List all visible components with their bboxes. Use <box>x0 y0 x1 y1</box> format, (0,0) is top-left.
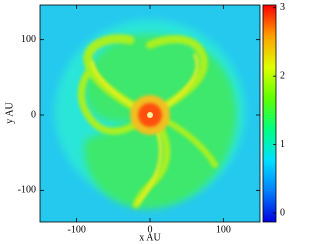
x-tick-label: 100 <box>216 224 231 235</box>
density-map <box>40 5 260 222</box>
y-tick-label: 100 <box>21 34 36 45</box>
x-axis-label: x AU <box>139 232 161 243</box>
colorbar-tick-label: 3 <box>280 2 285 13</box>
y-tick-label: -100 <box>18 185 36 196</box>
y-tick-label: 0 <box>31 109 36 120</box>
x-tick-label: 0 <box>148 224 153 235</box>
colorbar-tick-label: 2 <box>280 70 285 81</box>
colorbar-tick-label: 1 <box>280 139 285 150</box>
chart: x AU y AU -100 0 100 -100 0 100 0 1 2 3 <box>4 2 285 243</box>
x-tick-label: -100 <box>67 224 85 235</box>
colorbar <box>262 4 277 223</box>
y-axis-label: y AU <box>4 102 15 124</box>
colorbar-tick-label: 0 <box>280 207 285 218</box>
